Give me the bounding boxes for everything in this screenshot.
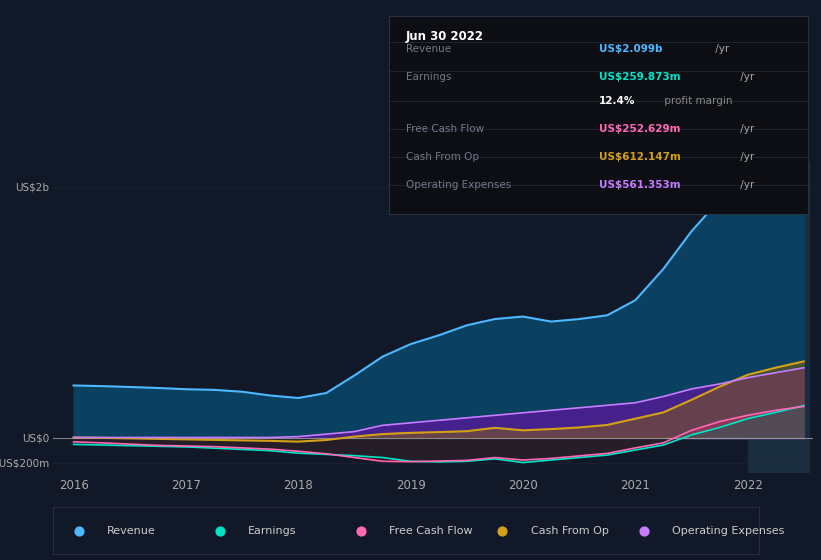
Text: Earnings: Earnings bbox=[248, 526, 296, 535]
Text: US$612.147m: US$612.147m bbox=[599, 152, 681, 162]
Text: Revenue: Revenue bbox=[406, 44, 451, 54]
Text: US$561.353m: US$561.353m bbox=[599, 180, 680, 190]
Text: Free Cash Flow: Free Cash Flow bbox=[406, 124, 484, 134]
Text: US$0: US$0 bbox=[22, 433, 49, 443]
Text: /yr: /yr bbox=[712, 44, 729, 54]
Point bbox=[72, 526, 85, 535]
Point bbox=[355, 526, 368, 535]
Text: Operating Expenses: Operating Expenses bbox=[406, 180, 511, 190]
Text: US$2b: US$2b bbox=[16, 183, 49, 193]
Text: /yr: /yr bbox=[736, 72, 754, 82]
Text: 12.4%: 12.4% bbox=[599, 96, 635, 106]
Text: profit margin: profit margin bbox=[662, 96, 733, 106]
Text: Earnings: Earnings bbox=[406, 72, 452, 82]
Text: Revenue: Revenue bbox=[107, 526, 156, 535]
Text: US$252.629m: US$252.629m bbox=[599, 124, 680, 134]
Text: /yr: /yr bbox=[736, 180, 754, 190]
Text: -US$200m: -US$200m bbox=[0, 458, 49, 468]
Text: US$259.873m: US$259.873m bbox=[599, 72, 680, 82]
Text: Jun 30 2022: Jun 30 2022 bbox=[406, 30, 484, 43]
Bar bbox=[748, 162, 810, 473]
Text: US$2.099b: US$2.099b bbox=[599, 44, 662, 54]
Text: /yr: /yr bbox=[736, 152, 754, 162]
Text: Operating Expenses: Operating Expenses bbox=[672, 526, 784, 535]
Text: /yr: /yr bbox=[736, 124, 754, 134]
Text: Free Cash Flow: Free Cash Flow bbox=[389, 526, 473, 535]
Text: Cash From Op: Cash From Op bbox=[406, 152, 479, 162]
Point bbox=[637, 526, 650, 535]
Text: Cash From Op: Cash From Op bbox=[530, 526, 608, 535]
Point bbox=[213, 526, 227, 535]
Point bbox=[496, 526, 509, 535]
